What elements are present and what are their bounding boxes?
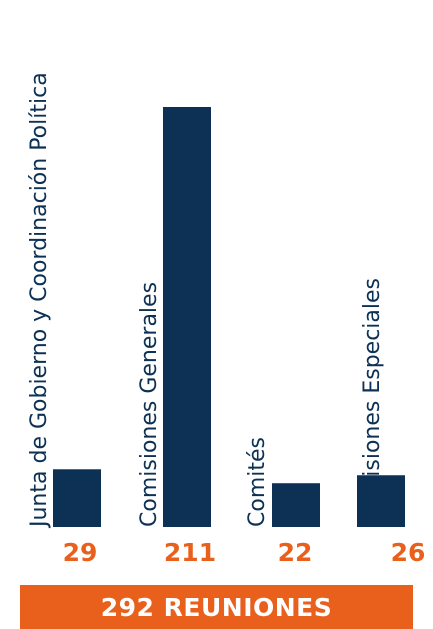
category-label-2: Comisiones Generales	[137, 282, 162, 527]
value-label-1: 29	[63, 538, 98, 567]
bar-2	[163, 107, 211, 527]
total-meetings-banner: 292 REUNIONES	[20, 585, 413, 629]
value-label-2: 211	[164, 538, 216, 567]
bar-1	[53, 469, 101, 527]
category-label-1: Junta de Gobierno y Coordinación Polític…	[27, 72, 52, 529]
category-label-3: Comités	[245, 437, 270, 527]
category-label-4: Comisiones Especiales	[360, 278, 385, 527]
bar-4	[357, 475, 405, 527]
bar-3	[272, 483, 320, 527]
total-meetings-label: 292 REUNIONES	[100, 592, 333, 622]
value-label-3: 22	[278, 538, 313, 567]
value-label-4: 26	[391, 538, 426, 567]
